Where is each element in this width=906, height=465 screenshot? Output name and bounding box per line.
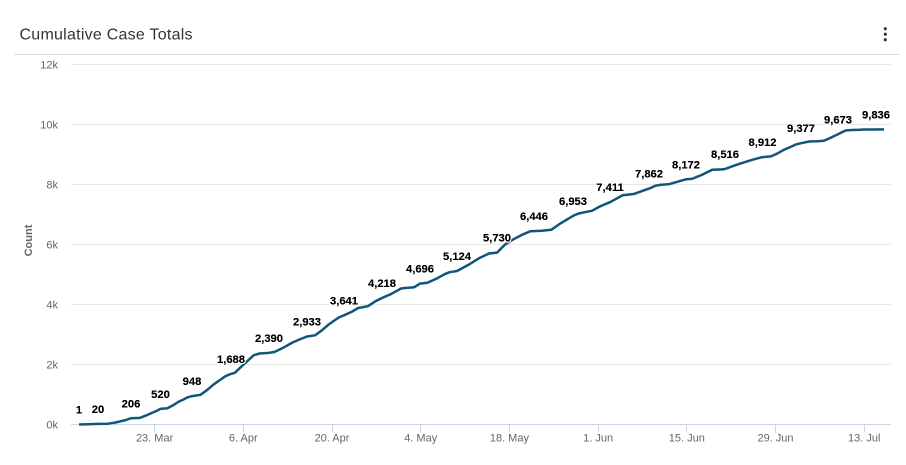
svg-text:4,696: 4,696 [406,264,434,276]
svg-text:5,124: 5,124 [443,251,472,263]
svg-text:4k: 4k [46,299,58,311]
svg-text:23. Mar: 23. Mar [136,433,174,445]
svg-text:20: 20 [92,404,104,416]
svg-text:12k: 12k [40,59,58,71]
svg-text:1,688: 1,688 [217,354,245,366]
svg-text:9,377: 9,377 [787,123,815,135]
svg-text:7,411: 7,411 [596,182,623,194]
svg-text:9,673: 9,673 [824,114,852,126]
svg-text:9,836: 9,836 [862,109,890,121]
svg-text:6,953: 6,953 [559,196,587,208]
svg-text:4. May: 4. May [404,433,438,445]
svg-text:6k: 6k [46,239,58,251]
svg-text:8,172: 8,172 [672,159,700,171]
svg-text:1: 1 [76,405,82,417]
svg-text:948: 948 [183,376,202,388]
svg-text:20. Apr: 20. Apr [315,433,350,445]
svg-text:8,912: 8,912 [749,137,777,149]
svg-text:4,218: 4,218 [368,278,396,290]
svg-text:3,641: 3,641 [330,295,358,307]
svg-text:8,912: 8,912 [749,137,777,149]
svg-text:6,446: 6,446 [520,211,548,223]
svg-text:5,124: 5,124 [443,251,472,263]
svg-text:2k: 2k [46,359,58,371]
svg-text:5,730: 5,730 [483,233,511,245]
svg-text:8,516: 8,516 [711,149,739,161]
svg-text:4,696: 4,696 [406,264,434,276]
svg-text:2,390: 2,390 [255,333,283,345]
svg-text:1: 1 [76,405,82,417]
svg-text:206: 206 [122,398,141,410]
svg-text:0k: 0k [46,419,58,431]
svg-text:206: 206 [122,398,141,410]
svg-text:Cumulative Case Totals: Cumulative Case Totals [20,27,193,44]
svg-text:6,953: 6,953 [559,196,587,208]
svg-text:1,688: 1,688 [217,354,245,366]
svg-text:8k: 8k [46,179,58,191]
svg-text:15. Jun: 15. Jun [669,433,705,445]
svg-text:13. Jul: 13. Jul [848,433,880,445]
svg-text:8,172: 8,172 [672,159,700,171]
svg-text:3,641: 3,641 [330,295,358,307]
svg-text:1. Jun: 1. Jun [583,433,613,445]
svg-text:Count: Count [23,224,35,256]
svg-text:2,933: 2,933 [293,317,321,329]
svg-text:520: 520 [151,389,170,401]
svg-text:520: 520 [151,389,170,401]
svg-text:948: 948 [183,376,202,388]
svg-text:10k: 10k [40,119,58,131]
svg-text:7,862: 7,862 [635,169,663,181]
svg-text:5,730: 5,730 [483,233,511,245]
svg-text:4,218: 4,218 [368,278,396,290]
svg-text:6. Apr: 6. Apr [229,433,258,445]
svg-text:2,390: 2,390 [255,333,283,345]
svg-text:18. May: 18. May [490,433,530,445]
svg-text:20: 20 [92,404,104,416]
svg-text:6,446: 6,446 [520,211,548,223]
svg-text:9,836: 9,836 [862,109,890,121]
svg-text:7,862: 7,862 [635,169,663,181]
svg-text:29. Jun: 29. Jun [757,433,793,445]
svg-text:7,411: 7,411 [596,182,623,194]
svg-text:2,933: 2,933 [293,317,321,329]
svg-text:9,673: 9,673 [824,114,852,126]
svg-text:8,516: 8,516 [711,149,739,161]
svg-text:9,377: 9,377 [787,123,815,135]
